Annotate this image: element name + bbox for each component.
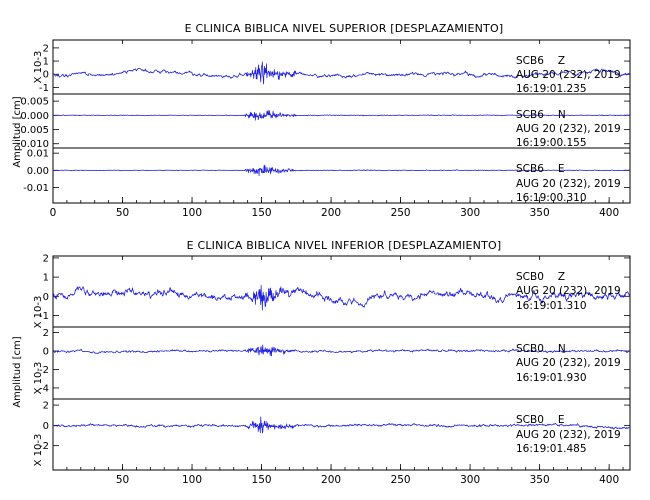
trace-inferior-n xyxy=(52,344,631,357)
station-label-superior-e: SCB6 E xyxy=(516,163,565,175)
date-label-superior-n: AUG 20 (232), 2019 xyxy=(516,123,621,135)
y-tick-label: 0 xyxy=(43,70,49,81)
time-label-inferior-e: 16:19:01.485 xyxy=(516,443,587,455)
trace-superior-e xyxy=(52,164,631,177)
time-label-superior-n: 16:19:00.155 xyxy=(516,137,587,149)
station-label-superior-z: SCB6 Z xyxy=(516,55,565,67)
x-tick-label: 150 xyxy=(252,207,272,219)
x-tick-label: 100 xyxy=(182,207,202,219)
date-label-inferior-z: AUG 20 (232), 2019 xyxy=(516,285,621,297)
component-code: Z xyxy=(558,271,565,283)
station-code: SCB0 xyxy=(516,343,544,355)
trace-inferior-e xyxy=(52,416,631,434)
panel-inferior-n: -4 -2 0 2 X 10-3 SCB0 N AUG 20 (232), 2019 1… xyxy=(33,326,631,400)
x-tick-label: 0 xyxy=(50,207,57,219)
x-tick-label: 300 xyxy=(460,474,480,486)
x-tick-label: 150 xyxy=(252,474,272,486)
x-tick-label: 50 xyxy=(116,207,129,219)
station-label-inferior-z: SCB0 Z xyxy=(516,271,565,283)
y-tick-label: 2 xyxy=(43,253,49,264)
y-tick-label: -0.010 xyxy=(17,139,49,150)
time-label-superior-z: 16:19:01.235 xyxy=(516,83,587,95)
scale-label-superior-z: X 10-3 xyxy=(33,51,44,84)
y-tick-label: -0.005 xyxy=(17,125,49,136)
y-tick-label: 2 xyxy=(43,43,49,54)
panel-frame xyxy=(52,398,631,471)
date-label-inferior-e: AUG 20 (232), 2019 xyxy=(516,429,621,441)
date-label-superior-z: AUG 20 (232), 2019 xyxy=(516,69,621,81)
panel-inferior-e: -2 0 2 X 10-3 SCB0 E AUG 20 (232), 2019 16:… xyxy=(33,398,631,471)
time-label-inferior-z: 16:19:01.310 xyxy=(516,300,587,312)
station-code: SCB6 xyxy=(516,163,544,175)
y-tick-label: 0 xyxy=(43,421,49,432)
y-tick-label: -2 xyxy=(39,441,49,452)
chart-title-inferior: E CLINICA BIBLICA NIVEL INFERIOR [DESPLA… xyxy=(187,239,502,252)
station-code: SCB0 xyxy=(516,414,544,426)
y-tick-label: 1 xyxy=(43,273,49,284)
x-tick-label: 250 xyxy=(391,207,411,219)
x-tick-label: 100 xyxy=(182,474,202,486)
y-tick-label: -4 xyxy=(39,383,49,394)
y-tick-label: 0.01 xyxy=(27,149,49,160)
x-tick-label: 350 xyxy=(530,207,550,219)
scale-label-inferior-e: X 10-3 xyxy=(33,434,44,467)
station-code: SCB6 xyxy=(516,55,544,67)
trace-superior-n xyxy=(52,109,631,121)
y-axis-label-superior: Amplitud [cm] xyxy=(12,96,23,167)
time-label-superior-e: 16:19:00.310 xyxy=(516,192,587,204)
station-label-superior-n: SCB6 N xyxy=(516,109,566,121)
component-code: N xyxy=(558,109,566,121)
x-tick-label: 400 xyxy=(599,207,619,219)
x-tick-label: 250 xyxy=(391,474,411,486)
x-tick-label: 400 xyxy=(599,474,619,486)
station-label-inferior-e: SCB0 E xyxy=(516,414,565,426)
y-tick-label: 2 xyxy=(43,328,49,339)
chart-title-superior: E CLINICA BIBLICA NIVEL SUPERIOR [DESPLA… xyxy=(185,22,504,35)
panel-frame xyxy=(52,147,631,204)
x-tick-label: 300 xyxy=(460,207,480,219)
x-tick-label: 200 xyxy=(321,474,341,486)
y-tick-label: -1 xyxy=(39,83,49,94)
station-label-inferior-n: SCB0 N xyxy=(516,343,566,355)
x-tick-label: 200 xyxy=(321,207,341,219)
date-label-superior-e: AUG 20 (232), 2019 xyxy=(516,178,621,190)
y-tick-label: -0.01 xyxy=(23,183,49,194)
y-tick-label: 2 xyxy=(43,401,49,412)
component-code: E xyxy=(558,163,565,175)
panel-superior-e: -0.01 0.00 0.01 SCB6 E AUG 20 (232), 2019 1… xyxy=(23,147,631,204)
y-tick-label: 0 xyxy=(43,292,49,303)
scale-label-inferior-z: X 10-3 xyxy=(33,296,44,329)
date-label-inferior-n: AUG 20 (232), 2019 xyxy=(516,357,621,369)
component-code: E xyxy=(558,414,565,426)
time-label-inferior-n: 16:19:01.930 xyxy=(516,372,587,384)
scale-label-inferior-n: X 10-3 xyxy=(33,362,44,395)
y-tick-label: 0.000 xyxy=(20,111,49,122)
station-code: SCB6 xyxy=(516,109,544,121)
x-tick-label: 50 xyxy=(116,474,129,486)
y-tick-label: 0.00 xyxy=(27,166,49,177)
y-tick-label: -1 xyxy=(39,311,49,322)
station-code: SCB0 xyxy=(516,271,544,283)
y-tick-label: -2 xyxy=(39,365,49,376)
component-code: N xyxy=(558,343,566,355)
y-axis-label-inferior: Amplitud [cm] xyxy=(12,336,23,407)
y-tick-label: 0 xyxy=(43,347,49,358)
y-tick-label: 1 xyxy=(43,57,49,68)
component-code: Z xyxy=(558,55,565,67)
y-tick-label: 0.005 xyxy=(20,97,49,108)
trace-inferior-z xyxy=(52,284,631,311)
x-tick-label: 350 xyxy=(530,474,550,486)
trace-superior-z xyxy=(52,61,631,85)
